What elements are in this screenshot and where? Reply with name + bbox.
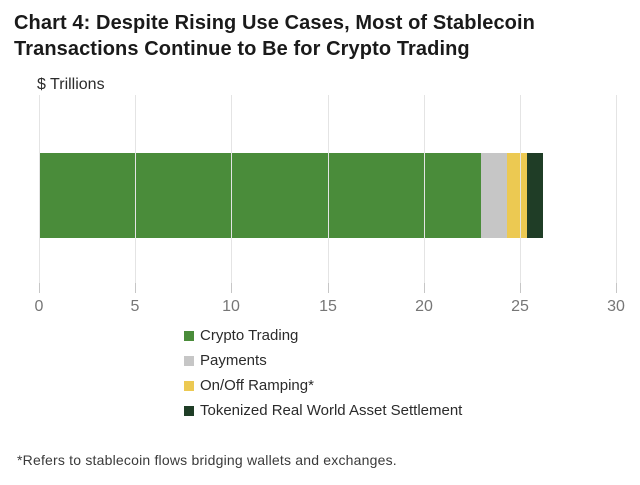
legend-swatch-payments <box>184 355 194 366</box>
gridline-x-25 <box>520 95 521 283</box>
gridline-x-0 <box>39 95 40 283</box>
gridline-x-10 <box>231 95 232 283</box>
tick-mark-x-20 <box>424 283 425 293</box>
bar-segment-crypto-trading <box>39 153 482 238</box>
tick-label-x-10: 10 <box>222 298 240 315</box>
legend-swatch-on-off-ramping <box>184 380 194 391</box>
gridline-x-15 <box>328 95 329 283</box>
bar-segment-tokenized-real-world-asset-settlement <box>526 153 543 238</box>
footnote: *Refers to stablecoin flows bridging wal… <box>17 452 397 468</box>
legend-label-payments: Payments <box>200 352 267 369</box>
tick-label-x-30: 30 <box>607 298 625 315</box>
tick-mark-x-0 <box>39 283 40 293</box>
stacked-bar <box>39 153 543 238</box>
legend-item-crypto-trading: Crypto Trading <box>184 323 462 348</box>
plot-area: 0 5 10 15 20 25 30 <box>35 95 625 315</box>
legend-item-tokenized-real-world-asset-settlement: Tokenized Real World Asset Settlement <box>184 398 462 423</box>
legend-item-on-off-ramping: On/Off Ramping* <box>184 373 462 398</box>
tick-mark-x-15 <box>328 283 329 293</box>
legend-label-tokenized-real-world-asset-settlement: Tokenized Real World Asset Settlement <box>200 402 463 419</box>
bar-segment-payments <box>481 153 508 238</box>
tick-label-x-15: 15 <box>319 298 337 315</box>
tick-mark-x-30 <box>616 283 617 293</box>
legend-label-crypto-trading: Crypto Trading <box>200 327 299 344</box>
tick-mark-x-25 <box>520 283 521 293</box>
chart-title-line2: Transactions Continue to Be for Crypto T… <box>14 38 470 60</box>
legend-label-on-off-ramping: On/Off Ramping* <box>200 377 314 394</box>
bar-segment-on-off-ramping <box>507 153 527 238</box>
tick-label-x-20: 20 <box>415 298 433 315</box>
axis-unit-label: $ Trillions <box>37 76 105 93</box>
gridline-x-30 <box>616 95 617 283</box>
tick-label-x-25: 25 <box>511 298 529 315</box>
legend-item-payments: Payments <box>184 348 462 373</box>
tick-label-x-5: 5 <box>130 298 140 315</box>
tick-label-x-0: 0 <box>34 298 44 315</box>
tick-mark-x-5 <box>135 283 136 293</box>
legend-swatch-crypto-trading <box>184 330 194 341</box>
gridline-x-5 <box>135 95 136 283</box>
legend-swatch-tokenized-real-world-asset-settlement <box>184 405 194 416</box>
chart-title: Chart 4: Despite Rising Use Cases, Most … <box>14 10 614 62</box>
legend: Crypto Trading Payments On/Off Ramping* Tok… <box>184 323 462 423</box>
tick-mark-x-10 <box>231 283 232 293</box>
gridline-x-20 <box>424 95 425 283</box>
chart-title-line1: Chart 4: Despite Rising Use Cases, Most … <box>14 12 535 34</box>
